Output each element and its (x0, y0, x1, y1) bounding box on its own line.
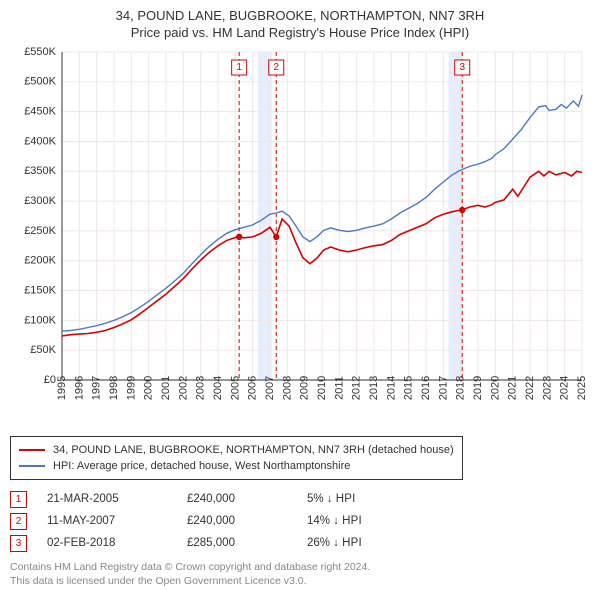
x-tick-label: 2013 (368, 376, 380, 400)
down-arrow-icon: ↓ (327, 493, 333, 505)
footer-line-2: This data is licensed under the Open Gov… (10, 574, 590, 588)
legend-swatch (19, 449, 45, 451)
y-tick-label: £550K (24, 46, 56, 58)
y-tick-label: £250K (24, 225, 56, 237)
x-tick-label: 2007 (264, 376, 276, 400)
x-tick-label: 2016 (420, 376, 432, 400)
x-tick-label: 2024 (559, 376, 571, 400)
sales-table: 1 21-MAR-2005£240,0005% ↓ HPI 2 11-MAY-2007… (10, 488, 590, 554)
x-tick-label: 2021 (507, 376, 519, 400)
legend-swatch (19, 465, 45, 467)
legend-row: 34, POUND LANE, BUGBROOKE, NORTHAMPTON, … (19, 442, 454, 458)
y-tick-label: £0 (44, 374, 56, 386)
sale-date: 21-MAR-2005 (47, 493, 187, 505)
y-tick-label: £150K (24, 284, 56, 296)
sale-date: 02-FEB-2018 (47, 537, 187, 549)
x-tick-label: 2006 (247, 376, 259, 400)
title-main: 34, POUND LANE, BUGBROOKE, NORTHAMPTON, … (10, 8, 590, 23)
x-tick-label: 2025 (576, 376, 588, 400)
x-tick-label: 2002 (177, 376, 189, 400)
chart-container: 34, POUND LANE, BUGBROOKE, NORTHAMPTON, … (0, 0, 600, 590)
legend-box: 34, POUND LANE, BUGBROOKE, NORTHAMPTON, … (10, 436, 463, 480)
x-tick-label: 2014 (385, 376, 397, 400)
sale-delta: 14% ↓ HPI (307, 515, 447, 527)
x-tick-label: 1996 (73, 376, 85, 400)
x-tick-label: 2000 (143, 376, 155, 400)
y-tick-label: £350K (24, 165, 56, 177)
sale-marker-box: 1 (10, 491, 27, 508)
down-arrow-icon: ↓ (333, 515, 339, 527)
x-tick-label: 2023 (541, 376, 553, 400)
chart-svg: £0 £50K £100K £150K £200K £250K £300K £350K £400… (10, 46, 590, 430)
sale-price: £240,000 (187, 515, 307, 527)
x-tick-label: 2018 (455, 376, 467, 400)
y-tick-label: £50K (30, 344, 56, 356)
x-tick-label: 2008 (281, 376, 293, 400)
sale-price: £285,000 (187, 537, 307, 549)
y-tick-label: £300K (24, 195, 56, 207)
sale-row: 3 02-FEB-2018£285,00026% ↓ HPI (10, 532, 590, 554)
y-tick-label: £200K (24, 255, 56, 267)
svg-text:1: 1 (236, 62, 242, 73)
y-tick-label: £450K (24, 106, 56, 118)
title-sub: Price paid vs. HM Land Registry's House … (10, 25, 590, 40)
x-tick-label: 1998 (108, 376, 120, 400)
titles: 34, POUND LANE, BUGBROOKE, NORTHAMPTON, … (10, 8, 590, 40)
sale-delta: 5% ↓ HPI (307, 493, 447, 505)
footer-text: Contains HM Land Registry data © Crown c… (10, 560, 590, 588)
svg-text:3: 3 (459, 62, 465, 73)
x-tick-label: 2001 (160, 376, 172, 400)
x-tick-label: 2010 (316, 376, 328, 400)
sale-price: £240,000 (187, 493, 307, 505)
svg-text:2: 2 (273, 62, 279, 73)
sale-row: 2 11-MAY-2007£240,00014% ↓ HPI (10, 510, 590, 532)
sale-row: 1 21-MAR-2005£240,0005% ↓ HPI (10, 488, 590, 510)
x-tick-label: 1997 (91, 376, 103, 400)
sale-delta: 26% ↓ HPI (307, 537, 447, 549)
y-tick-label: £500K (24, 76, 56, 88)
legend-row: HPI: Average price, detached house, West… (19, 458, 454, 474)
sale-marker-box: 3 (10, 535, 27, 552)
x-tick-label: 2005 (229, 376, 241, 400)
chart-plot: £0 £50K £100K £150K £200K £250K £300K £350K £400… (10, 46, 590, 430)
x-tick-label: 2015 (403, 376, 415, 400)
footer-line-1: Contains HM Land Registry data © Crown c… (10, 560, 590, 574)
x-tick-label: 2019 (472, 376, 484, 400)
down-arrow-icon: ↓ (333, 537, 339, 549)
x-tick-label: 2012 (351, 376, 363, 400)
sale-date: 11-MAY-2007 (47, 515, 187, 527)
y-tick-label: £400K (24, 135, 56, 147)
x-tick-label: 2022 (524, 376, 536, 400)
x-tick-label: 1999 (125, 376, 137, 400)
legend-label: HPI: Average price, detached house, West… (53, 460, 350, 472)
x-tick-label: 2003 (195, 376, 207, 400)
x-tick-label: 2017 (437, 376, 449, 400)
y-tick-label: £100K (24, 314, 56, 326)
x-tick-label: 2004 (212, 376, 224, 400)
legend-label: 34, POUND LANE, BUGBROOKE, NORTHAMPTON, … (53, 444, 454, 456)
sale-marker-box: 2 (10, 513, 27, 530)
x-tick-label: 2009 (299, 376, 311, 400)
x-tick-label: 2020 (489, 376, 501, 400)
